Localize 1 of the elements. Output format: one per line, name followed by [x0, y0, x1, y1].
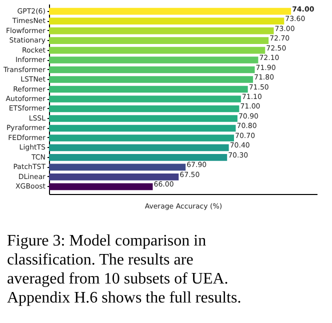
- caption: Figure 3: Model comparison in classification. The results are averaged from 10 subsets of UEA. Appendix H.6 shows the full results.: [7, 232, 242, 306]
